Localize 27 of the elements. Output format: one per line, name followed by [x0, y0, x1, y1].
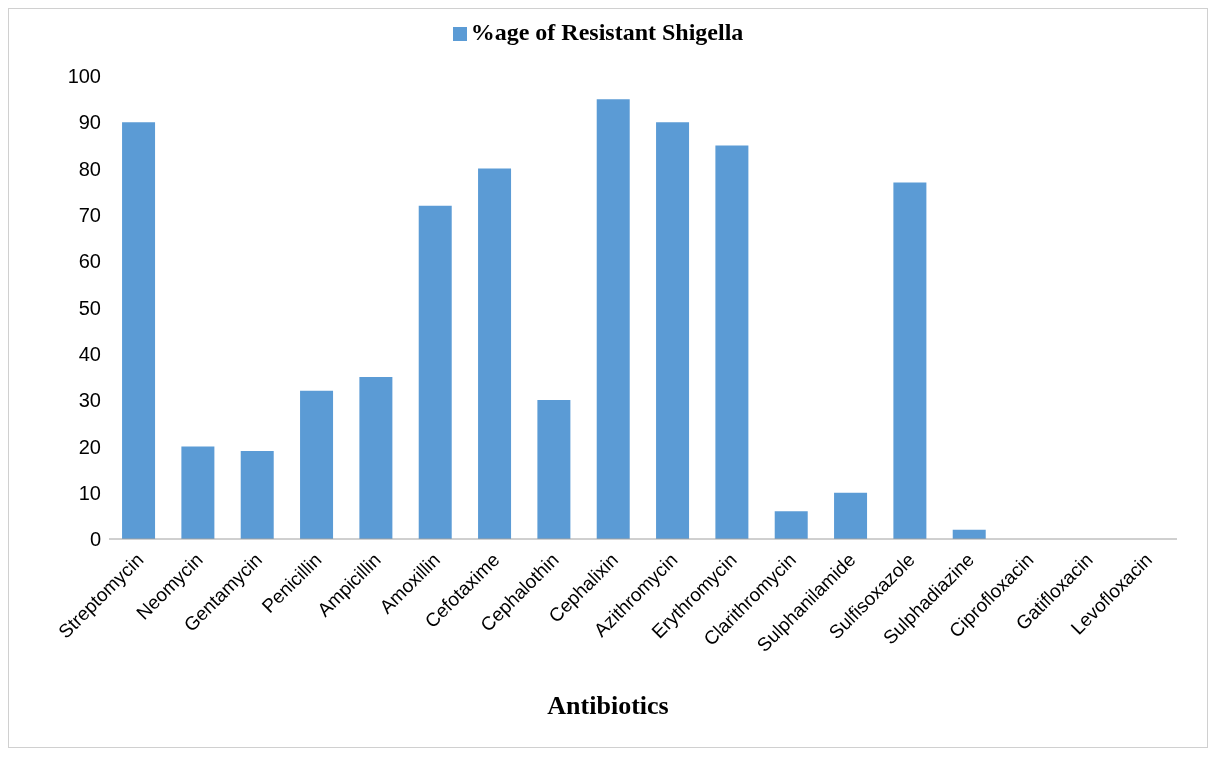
bar — [774, 511, 808, 539]
bar — [478, 168, 512, 539]
bar — [418, 205, 452, 539]
bar — [122, 122, 156, 539]
y-tick-label: 60 — [78, 250, 101, 273]
y-tick-label: 0 — [89, 528, 101, 551]
y-tick-label: 40 — [78, 342, 101, 365]
bar — [893, 182, 927, 539]
bar — [834, 492, 868, 539]
bar — [715, 145, 749, 539]
y-tick-label: 100 — [67, 65, 101, 88]
y-tick-label: 50 — [78, 296, 101, 319]
y-tick-label: 20 — [78, 435, 101, 458]
legend-label: %age of Resistant Shigella — [470, 19, 744, 45]
bar — [359, 376, 393, 539]
y-tick-label: 30 — [78, 389, 101, 412]
bar — [240, 451, 274, 539]
x-axis-title: Antibiotics — [546, 691, 670, 721]
y-tick-label: 10 — [78, 481, 101, 504]
bar — [537, 400, 571, 539]
bar — [596, 99, 630, 539]
y-tick-label: 90 — [78, 111, 101, 134]
y-tick-label: 80 — [78, 157, 101, 180]
bar — [300, 390, 334, 539]
bar — [181, 446, 215, 539]
y-tick-label: 70 — [78, 204, 101, 226]
bar — [656, 122, 690, 539]
